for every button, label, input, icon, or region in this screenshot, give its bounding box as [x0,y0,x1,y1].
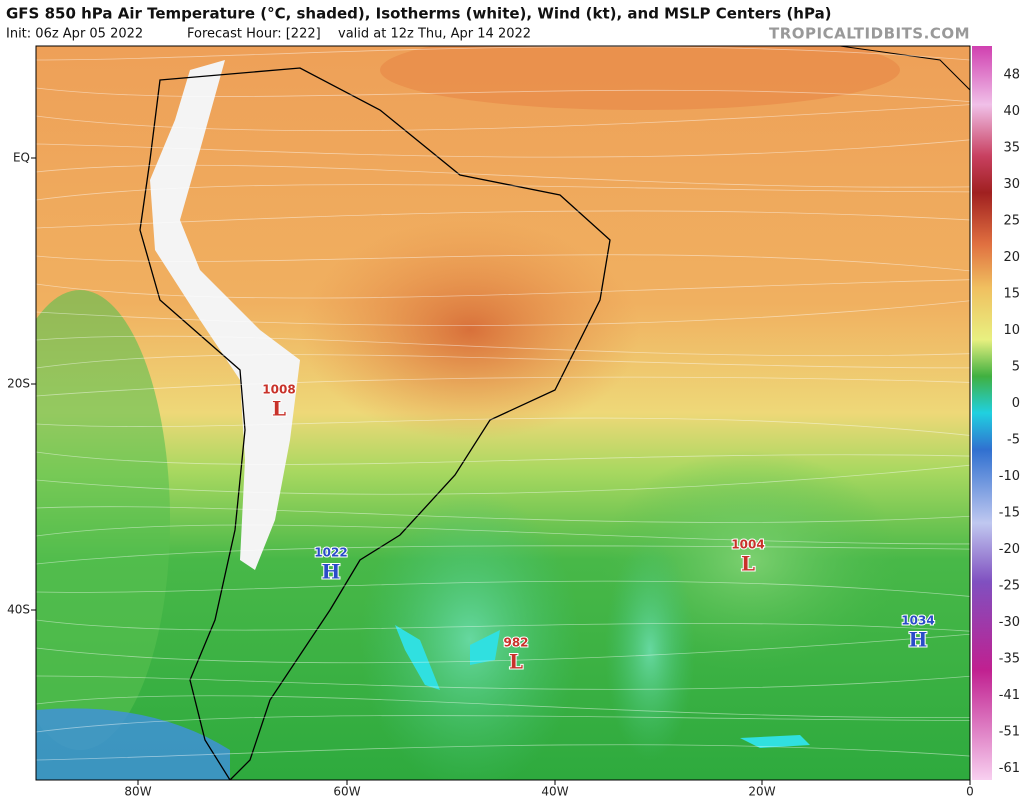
isotherm [36,210,970,229]
colorbar-label: -35 [999,652,1020,667]
lon-label: 20W [748,785,775,799]
isotherm [36,254,970,272]
site-credit: TROPICALTIDBITS.COM [769,25,970,43]
lat-label: EQ [13,151,30,165]
cool-area [605,540,695,760]
cool-area [360,490,580,780]
isotherm [36,104,970,132]
pressure-value: 1022 [314,546,347,560]
terrain-mask [150,60,300,570]
coastline [839,46,970,91]
isotherm [36,139,970,158]
isotherm [36,376,970,397]
colorbar [972,46,992,780]
map [36,46,970,780]
isotherm [36,46,970,61]
lat-label: 20S [7,377,30,391]
colorbar-label: 25 [1003,214,1020,229]
isotherm [36,580,970,597]
isotherm [36,633,970,664]
lon-label: 60W [333,785,360,799]
lon-label: 0 [966,785,974,799]
isotherm [36,715,970,733]
title: GFS 850 hPa Air Temperature (°C, shaded)… [6,5,832,23]
colorbar-label: 15 [1003,287,1020,302]
pressure-center: L [272,397,286,421]
isotherm [36,300,970,326]
lon-label: 80W [124,785,151,799]
colorbar-label: -30 [999,615,1020,630]
warm-area [380,46,900,110]
pressure-value: 982 [503,636,528,650]
isotherm [36,184,970,201]
coastline [139,67,611,780]
pressure-center: H [322,560,341,584]
map-frame [35,45,971,781]
pressure-value: 1008 [262,383,295,397]
isotherm [36,87,970,103]
colorbar-label: 20 [1003,250,1020,265]
pressure-center: H [909,628,928,652]
pressure-value: 1004 [731,538,764,552]
colorbar-label: -15 [999,506,1020,521]
pressure-center: L [509,650,523,674]
isotherm [36,164,970,188]
isotherm [36,335,970,357]
isotherm [36,695,970,719]
isotherm [36,417,970,436]
colorbar-label: 10 [1003,323,1020,338]
pressure-value: 1034 [901,614,934,628]
colorbar-label: -10 [999,469,1020,484]
isotherm [36,675,970,690]
colorbar-label: 35 [1003,141,1020,156]
isotherm [36,354,970,369]
valid-time: valid at 12z Thu, Apr 14 2022 [338,27,531,42]
pressure-center: L [741,552,755,576]
colorbar-label: -25 [999,579,1020,594]
isotherm [36,545,970,565]
isotherm [36,524,970,545]
isotherm [36,464,970,495]
isotherm [36,451,970,465]
cold-pocket [36,708,230,780]
colorbar-label: 30 [1003,177,1020,192]
colorbar-label: -41 [999,688,1020,703]
isotherm [36,279,970,299]
init-time: Init: 06z Apr 05 2022 [6,27,143,42]
isotherms [36,46,970,761]
colorbar-label: 0 [1012,396,1020,411]
forecast-hour: Forecast Hour: [222] [187,27,321,42]
colorbar-label: -51 [999,725,1020,740]
colorbar-label: -20 [999,542,1020,557]
isotherm [36,619,970,632]
lat-label: 40S [7,603,30,617]
colorbar-label: 48 [1003,68,1020,83]
colorbar-label: 40 [1003,104,1020,119]
lon-label: 40W [541,785,568,799]
colorbar-label: -61 [999,761,1020,776]
warm-area [300,220,640,440]
isotherm [36,744,970,761]
colorbar-label: -5 [1007,433,1020,448]
cool-area [36,290,170,750]
isotherm [36,506,970,523]
colorbar-label: 5 [1012,360,1020,375]
